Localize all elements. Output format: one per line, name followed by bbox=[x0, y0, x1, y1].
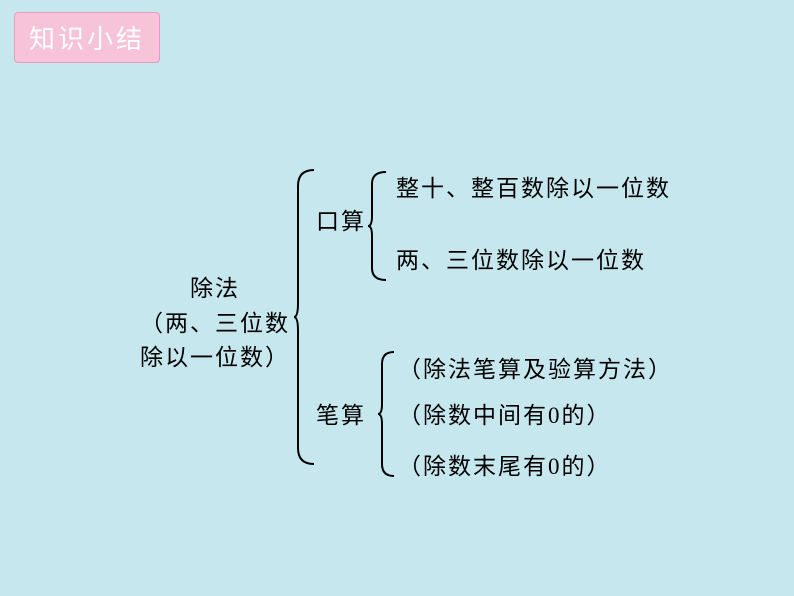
leaf-kousuan-2: 两、三位数除以一位数 bbox=[396, 244, 646, 279]
leaf-bisuan-1: （除法笔算及验算方法） bbox=[398, 353, 673, 388]
root-line3: 除以一位数） bbox=[140, 345, 290, 370]
branch-bisuan: 笔算 bbox=[316, 399, 366, 434]
concept-diagram: 除法 （两、三位数 除以一位数） 口算 整十、整百数除以一位数 两、三位数除以一… bbox=[0, 0, 794, 596]
root-node: 除法 （两、三位数 除以一位数） bbox=[130, 272, 300, 376]
root-line1: 除法 bbox=[190, 276, 240, 301]
leaf-bisuan-3: （除数末尾有0的） bbox=[398, 450, 612, 485]
leaf-kousuan-1: 整十、整百数除以一位数 bbox=[396, 172, 671, 207]
bracket-bisuan bbox=[378, 350, 394, 478]
leaf-bisuan-2: （除数中间有0的） bbox=[398, 399, 612, 434]
branch-kousuan: 口算 bbox=[316, 205, 366, 240]
bracket-main bbox=[294, 168, 314, 466]
bracket-kousuan bbox=[368, 170, 386, 282]
root-line2: （两、三位数 bbox=[140, 311, 290, 336]
